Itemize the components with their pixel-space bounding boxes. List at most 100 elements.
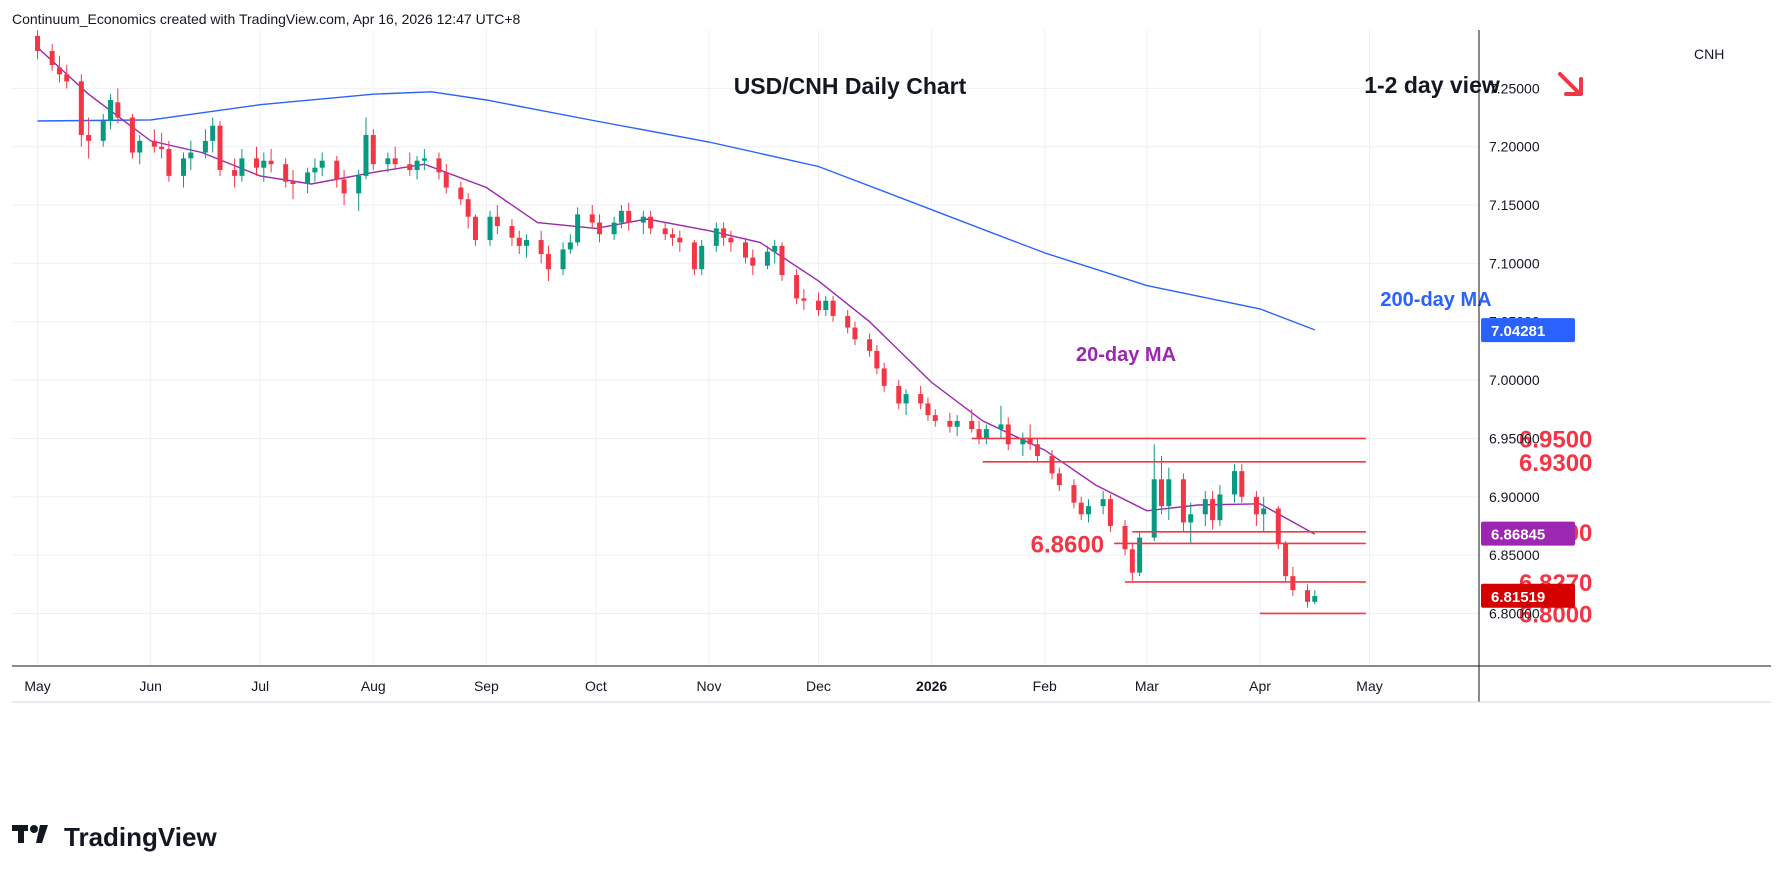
candle — [370, 129, 376, 171]
candle-body — [721, 228, 727, 238]
candle — [823, 296, 829, 316]
level-label: 6.8600 — [1031, 531, 1104, 558]
candle-body — [794, 275, 800, 299]
candle-body — [1253, 496, 1259, 515]
candle — [1137, 531, 1143, 577]
candle-body — [1304, 590, 1310, 602]
candle-body — [305, 172, 311, 185]
y-tick-label: 7.10000 — [1489, 255, 1540, 271]
candle-body — [370, 135, 376, 165]
candle — [567, 234, 573, 255]
candle-body — [1202, 499, 1208, 515]
candle-body — [611, 222, 617, 235]
candle — [1122, 520, 1128, 556]
candle — [728, 230, 734, 252]
candle — [319, 152, 325, 176]
candle — [1078, 496, 1084, 521]
candle-body — [516, 237, 522, 246]
candle-body — [881, 368, 887, 386]
candle — [764, 245, 770, 270]
price-badge-bg — [1481, 318, 1575, 343]
candle-body — [1020, 438, 1026, 445]
candle-body — [49, 51, 55, 66]
tradingview-wordmark: TradingView — [64, 821, 217, 852]
x-tick-label: Jul — [251, 678, 269, 694]
candle-body — [1275, 508, 1281, 544]
candle — [151, 129, 157, 153]
candle — [545, 245, 551, 281]
candle-body — [903, 394, 909, 404]
candle — [159, 132, 165, 159]
candle — [743, 237, 748, 264]
candle-body — [1232, 471, 1237, 495]
candle — [713, 222, 719, 252]
candle — [392, 146, 398, 171]
candle — [903, 389, 909, 416]
candle — [254, 146, 259, 176]
candle-body — [1129, 549, 1135, 573]
candle-body — [1071, 485, 1077, 503]
candle — [305, 167, 311, 194]
candle-body — [983, 429, 989, 439]
candle-body — [1034, 444, 1040, 456]
candle — [1239, 464, 1245, 503]
candle — [129, 114, 135, 159]
level-label: 6.9300 — [1519, 450, 1592, 477]
candle — [100, 114, 106, 147]
candle-body — [830, 300, 836, 316]
tradingview-brand[interactable]: TradingView — [12, 822, 217, 852]
candle — [35, 30, 41, 60]
x-tick-label: Oct — [585, 678, 607, 694]
candle — [1180, 473, 1186, 532]
candle — [232, 158, 238, 188]
candle-body — [713, 228, 719, 246]
y-tick-label: 7.25000 — [1489, 80, 1540, 96]
candle — [421, 149, 427, 171]
candle — [677, 230, 683, 252]
candle — [516, 230, 522, 255]
candle — [239, 149, 245, 182]
candle — [662, 222, 668, 241]
candle — [618, 205, 624, 229]
candle — [202, 129, 208, 159]
labels-layer: USD/CNH Daily Chart 1-2 day view CNH — [734, 46, 1725, 99]
ma20-label: 20-day MA — [1076, 344, 1176, 366]
candle-body — [137, 140, 143, 153]
candle-body — [699, 245, 705, 270]
candle — [815, 292, 821, 316]
candle — [56, 55, 62, 83]
candle-body — [1049, 455, 1055, 474]
candle — [874, 345, 880, 375]
x-tick-label: Nov — [697, 678, 722, 694]
candle-body — [494, 216, 500, 227]
candle — [181, 152, 187, 188]
chart-title: USD/CNH Daily Chart — [734, 73, 967, 99]
candle — [217, 121, 223, 176]
candle — [465, 193, 471, 229]
candle-body — [1056, 473, 1062, 486]
candle — [881, 362, 887, 392]
candle — [108, 94, 114, 130]
candle-body — [1151, 479, 1157, 538]
x-tick-label: May — [1356, 678, 1382, 694]
candle-body — [852, 327, 858, 340]
candle-body — [56, 67, 62, 75]
x-tick-label: Sep — [474, 678, 499, 694]
candle — [115, 88, 121, 124]
candle — [830, 296, 836, 322]
candle-body — [108, 100, 114, 122]
candle — [1217, 485, 1223, 526]
candle — [407, 152, 413, 176]
candle-body — [1312, 595, 1318, 602]
candle-body — [1261, 508, 1267, 515]
candle — [137, 135, 143, 165]
candle-body — [509, 226, 515, 238]
candle — [1275, 506, 1281, 550]
candle — [589, 205, 595, 229]
candle — [699, 240, 705, 276]
candle-body — [334, 160, 340, 180]
candle-body — [662, 228, 668, 235]
candle-body — [867, 339, 873, 351]
